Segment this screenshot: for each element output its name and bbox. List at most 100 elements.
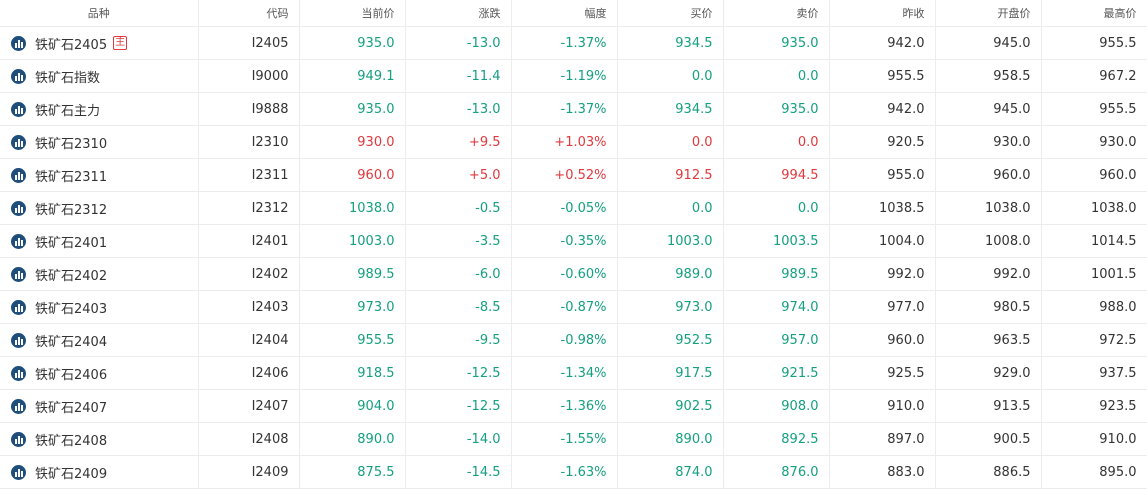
header-bid[interactable]: 买价 xyxy=(617,0,724,27)
price-change-pct: -1.19% xyxy=(511,59,618,93)
contract-name: 铁矿石2311 xyxy=(35,169,108,185)
contract-name-cell[interactable]: 铁矿石2404 xyxy=(0,323,199,357)
header-change[interactable]: 涨跌 xyxy=(405,0,512,27)
bar-chart-icon[interactable] xyxy=(11,233,26,249)
header-prev-close[interactable]: 昨收 xyxy=(829,0,936,27)
prev-close: 955.5 xyxy=(829,59,936,93)
contract-name-cell[interactable]: 铁矿石2408 xyxy=(0,422,199,456)
contract-code: I2407 xyxy=(198,389,300,423)
contract-name-cell[interactable]: 铁矿石2311 xyxy=(0,158,199,192)
bar-chart-icon[interactable] xyxy=(11,332,26,348)
header-name[interactable]: 品种 xyxy=(0,0,199,27)
prev-close: 883.0 xyxy=(829,455,936,489)
open-price: 930.0 xyxy=(935,125,1042,159)
price-change: -13.0 xyxy=(405,26,512,60)
bid-price: 934.5 xyxy=(617,92,724,126)
contract-name-cell[interactable]: 铁矿石2407 xyxy=(0,389,199,423)
bar-chart-icon[interactable] xyxy=(11,299,26,315)
price-change: -14.0 xyxy=(405,422,512,456)
table-row[interactable]: 铁矿石2312 I2312 1038.0 -0.5 -0.05% 0.0 0.0… xyxy=(0,191,1147,225)
ask-price: 935.0 xyxy=(723,92,830,126)
table-row[interactable]: 铁矿石2409 I2409 875.5 -14.5 -1.63% 874.0 8… xyxy=(0,455,1147,489)
contract-code: I2310 xyxy=(198,125,300,159)
contract-name-cell[interactable]: 铁矿石2310 xyxy=(0,125,199,159)
price-change: -14.5 xyxy=(405,455,512,489)
price-change: -6.0 xyxy=(405,257,512,291)
table-row[interactable]: 铁矿石2404 I2404 955.5 -9.5 -0.98% 952.5 95… xyxy=(0,323,1147,357)
price-change: -11.4 xyxy=(405,59,512,93)
bid-price: 989.0 xyxy=(617,257,724,291)
ask-price: 0.0 xyxy=(723,191,830,225)
table-row[interactable]: 铁矿石2406 I2406 918.5 -12.5 -1.34% 917.5 9… xyxy=(0,356,1147,390)
header-high[interactable]: 最高价 xyxy=(1041,0,1147,27)
bar-chart-icon[interactable] xyxy=(11,398,26,414)
bar-chart-icon[interactable] xyxy=(11,266,26,282)
bar-chart-icon[interactable] xyxy=(11,464,26,480)
price-change-pct: -0.05% xyxy=(511,191,618,225)
header-pct[interactable]: 幅度 xyxy=(511,0,618,27)
current-price: 904.0 xyxy=(299,389,406,423)
ask-price: 989.5 xyxy=(723,257,830,291)
contract-name: 铁矿石2312 xyxy=(35,202,108,218)
table-row[interactable]: 铁矿石2408 I2408 890.0 -14.0 -1.55% 890.0 8… xyxy=(0,422,1147,456)
open-price: 929.0 xyxy=(935,356,1042,390)
contract-code: I9000 xyxy=(198,59,300,93)
prev-close: 925.5 xyxy=(829,356,936,390)
bar-chart-icon[interactable] xyxy=(11,101,26,117)
table-row[interactable]: 铁矿石2403 I2403 973.0 -8.5 -0.87% 973.0 97… xyxy=(0,290,1147,324)
header-open[interactable]: 开盘价 xyxy=(935,0,1042,27)
contract-name-cell[interactable]: 铁矿石2405 主 xyxy=(0,26,199,60)
prev-close: 1004.0 xyxy=(829,224,936,258)
table-row[interactable]: 铁矿石2310 I2310 930.0 +9.5 +1.03% 0.0 0.0 … xyxy=(0,125,1147,159)
current-price: 989.5 xyxy=(299,257,406,291)
price-change-pct: +0.52% xyxy=(511,158,618,192)
high-price: 967.2 xyxy=(1041,59,1147,93)
contract-code: I2408 xyxy=(198,422,300,456)
header-ask[interactable]: 卖价 xyxy=(723,0,830,27)
table-body: 铁矿石2405 主 I2405 935.0 -13.0 -1.37% 934.5… xyxy=(0,26,1147,489)
bar-chart-icon[interactable] xyxy=(11,365,26,381)
price-change-pct: -0.60% xyxy=(511,257,618,291)
contract-name-cell[interactable]: 铁矿石2409 xyxy=(0,455,199,489)
table-row[interactable]: 铁矿石指数 I9000 949.1 -11.4 -1.19% 0.0 0.0 9… xyxy=(0,59,1147,93)
contract-name-cell[interactable]: 铁矿石2312 xyxy=(0,191,199,225)
bar-chart-icon[interactable] xyxy=(11,200,26,216)
table-row[interactable]: 铁矿石主力 I9888 935.0 -13.0 -1.37% 934.5 935… xyxy=(0,92,1147,126)
prev-close: 942.0 xyxy=(829,92,936,126)
bar-chart-icon[interactable] xyxy=(11,167,26,183)
contract-code: I2404 xyxy=(198,323,300,357)
open-price: 980.5 xyxy=(935,290,1042,324)
prev-close: 955.0 xyxy=(829,158,936,192)
contract-code: I2406 xyxy=(198,356,300,390)
ask-price: 974.0 xyxy=(723,290,830,324)
ask-price: 908.0 xyxy=(723,389,830,423)
contract-name-cell[interactable]: 铁矿石2402 xyxy=(0,257,199,291)
header-price[interactable]: 当前价 xyxy=(299,0,406,27)
header-code[interactable]: 代码 xyxy=(198,0,300,27)
table-row[interactable]: 铁矿石2402 I2402 989.5 -6.0 -0.60% 989.0 98… xyxy=(0,257,1147,291)
contract-name-cell[interactable]: 铁矿石2401 xyxy=(0,224,199,258)
prev-close: 897.0 xyxy=(829,422,936,456)
current-price: 1038.0 xyxy=(299,191,406,225)
table-row[interactable]: 铁矿石2407 I2407 904.0 -12.5 -1.36% 902.5 9… xyxy=(0,389,1147,423)
bar-chart-icon[interactable] xyxy=(11,35,26,51)
ask-price: 892.5 xyxy=(723,422,830,456)
table-row[interactable]: 铁矿石2401 I2401 1003.0 -3.5 -0.35% 1003.0 … xyxy=(0,224,1147,258)
contract-code: I2312 xyxy=(198,191,300,225)
contract-name-cell[interactable]: 铁矿石2406 xyxy=(0,356,199,390)
bar-chart-icon[interactable] xyxy=(11,68,26,84)
price-change-pct: -1.34% xyxy=(511,356,618,390)
table-row[interactable]: 铁矿石2311 I2311 960.0 +5.0 +0.52% 912.5 99… xyxy=(0,158,1147,192)
contract-code: I2409 xyxy=(198,455,300,489)
contract-name-cell[interactable]: 铁矿石指数 xyxy=(0,59,199,93)
contract-name-cell[interactable]: 铁矿石主力 xyxy=(0,92,199,126)
price-change: +5.0 xyxy=(405,158,512,192)
table-row[interactable]: 铁矿石2405 主 I2405 935.0 -13.0 -1.37% 934.5… xyxy=(0,26,1147,60)
price-change-pct: -0.35% xyxy=(511,224,618,258)
high-price: 910.0 xyxy=(1041,422,1147,456)
open-price: 960.0 xyxy=(935,158,1042,192)
contract-name-cell[interactable]: 铁矿石2403 xyxy=(0,290,199,324)
bar-chart-icon[interactable] xyxy=(11,134,26,150)
bid-price: 0.0 xyxy=(617,59,724,93)
bar-chart-icon[interactable] xyxy=(11,431,26,447)
